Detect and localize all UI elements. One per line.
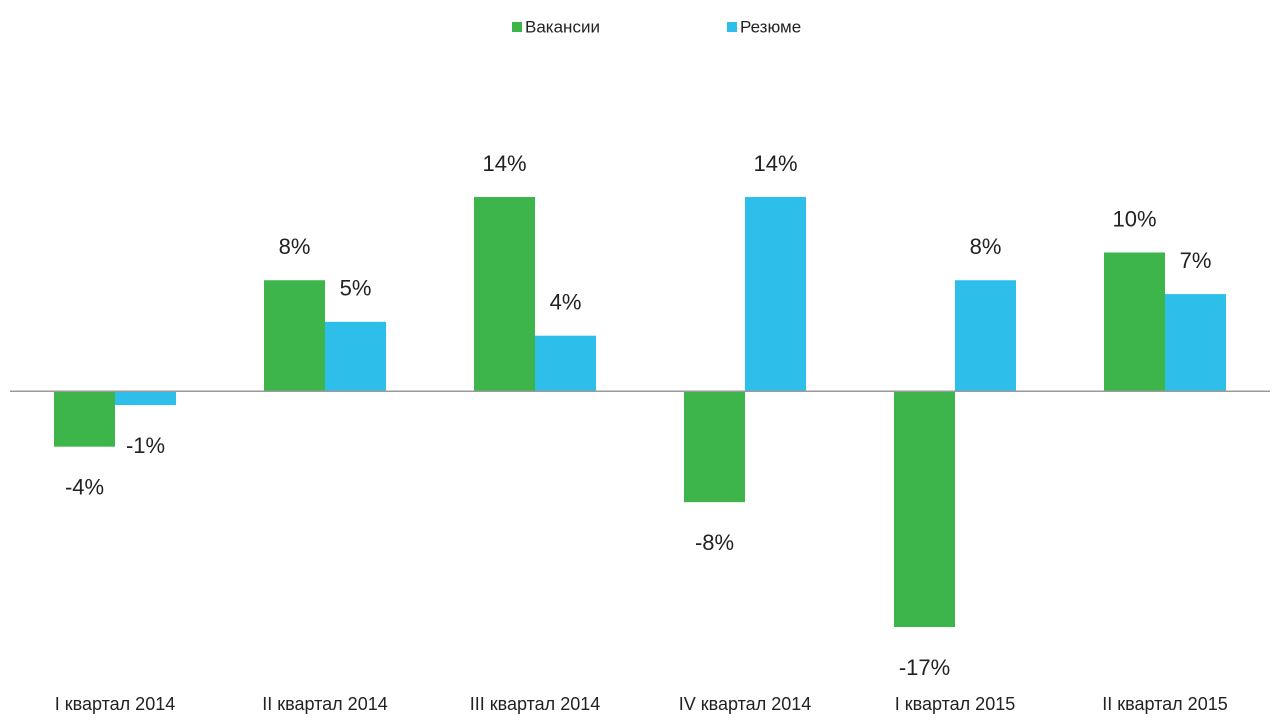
bar xyxy=(54,391,115,447)
bar xyxy=(1104,252,1165,392)
bar xyxy=(264,280,325,392)
data-label: 5% xyxy=(340,276,372,301)
data-label: -8% xyxy=(695,530,734,555)
data-label: 10% xyxy=(1112,206,1156,231)
bar xyxy=(955,280,1016,392)
bar xyxy=(1165,294,1226,392)
data-label: 14% xyxy=(482,151,526,176)
x-tick-label: III квартал 2014 xyxy=(470,694,600,714)
legend-label: Вакансии xyxy=(525,17,600,36)
data-label: 8% xyxy=(279,234,311,259)
data-label: -1% xyxy=(126,433,165,458)
data-label: 4% xyxy=(550,290,582,315)
legend-label: Резюме xyxy=(740,17,801,36)
bar xyxy=(535,335,596,392)
data-label: 7% xyxy=(1180,248,1212,273)
bar xyxy=(894,391,955,627)
bar xyxy=(684,391,745,503)
data-label: 14% xyxy=(753,151,797,176)
data-label: 8% xyxy=(970,234,1002,259)
x-tick-label: II квартал 2015 xyxy=(1102,694,1227,714)
x-tick-label: I квартал 2014 xyxy=(55,694,175,714)
x-tick-label: I квартал 2015 xyxy=(895,694,1015,714)
x-tick-label: II квартал 2014 xyxy=(262,694,387,714)
bar xyxy=(325,321,386,392)
data-label: -4% xyxy=(65,474,104,499)
bar xyxy=(474,197,535,392)
legend-swatch xyxy=(727,22,737,32)
legend-swatch xyxy=(512,22,522,32)
data-label: -17% xyxy=(899,655,950,680)
x-tick-label: IV квартал 2014 xyxy=(679,694,811,714)
bar xyxy=(745,197,806,392)
bar xyxy=(115,391,176,406)
